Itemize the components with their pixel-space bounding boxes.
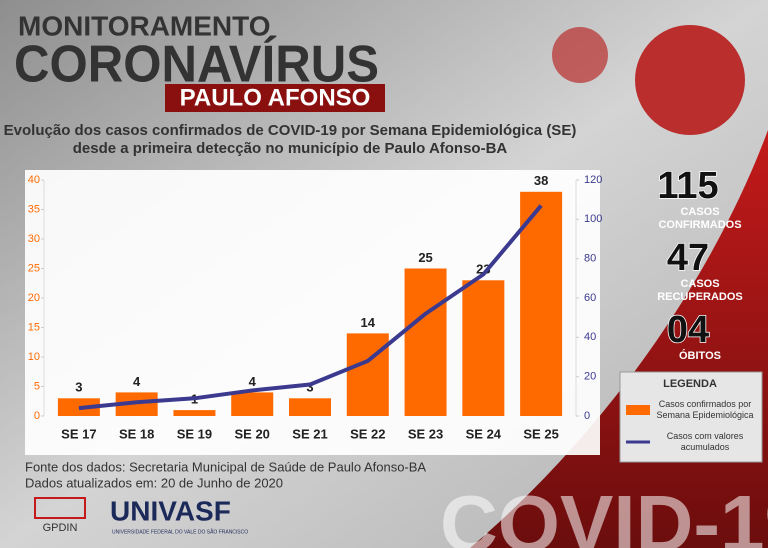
y2-tick-label: 80: [584, 253, 596, 265]
x-tick-label: SE 17: [61, 426, 96, 441]
legend-label: Casos confirmados por Semana Epidemiológ…: [656, 399, 754, 420]
bar: [462, 280, 505, 416]
y-tick-label: 40: [28, 174, 40, 186]
y-tick-label: 30: [28, 233, 40, 245]
stat-value: 04: [667, 309, 709, 351]
y-tick-label: 35: [28, 203, 40, 215]
x-tick-label: SE 24: [466, 426, 502, 441]
y-tick-label: 25: [28, 262, 40, 274]
value-label: 38: [534, 173, 548, 188]
source: Fonte dos dados: Secretaria Municipal de…: [25, 459, 426, 474]
bar: [289, 398, 331, 416]
stat-value: 47: [667, 237, 709, 279]
x-tick-label: SE 21: [292, 426, 327, 441]
bar: [346, 333, 389, 416]
legend-title: LEGENDA: [663, 378, 717, 390]
x-tick-label: SE 25: [523, 426, 558, 441]
y2-tick-label: 0: [584, 410, 590, 422]
value-label: 3: [306, 380, 313, 395]
y2-tick-label: 100: [584, 213, 602, 225]
legend-box: [619, 371, 763, 463]
logo-univasf: UNIVASF: [110, 495, 231, 526]
value-label: 25: [418, 250, 432, 265]
stat-label: RECUPERADOS: [657, 291, 743, 303]
virus-decoration: [552, 25, 745, 135]
logo-gpdin: GPDIN: [43, 522, 78, 534]
value-label: 3: [75, 380, 82, 395]
legend-label: Casos com valores acumulados: [666, 431, 744, 452]
covid-banner: COVID-19: [440, 479, 768, 548]
city: PAULO AFONSO: [180, 84, 371, 111]
stat-label: CONFIRMADOS: [658, 219, 741, 231]
x-tick-label: SE 19: [177, 426, 212, 441]
y-tick-label: 20: [28, 292, 40, 304]
y2-tick-label: 60: [584, 292, 596, 304]
kicker: MONITORAMENTO: [18, 10, 271, 41]
y2-tick-label: 120: [584, 174, 602, 186]
value-label: 4: [249, 374, 257, 389]
y2-tick-label: 20: [584, 371, 596, 383]
y2-tick-label: 40: [584, 331, 596, 343]
legend-swatch: [626, 405, 650, 415]
stat-label: ÓBITOS: [679, 349, 721, 362]
y-tick-label: 0: [34, 410, 40, 422]
gpdin-icon: [34, 497, 86, 519]
stat-value: 115: [657, 165, 718, 207]
x-tick-label: SE 18: [119, 426, 154, 441]
bar: [173, 410, 216, 416]
bar: [404, 268, 447, 416]
bar: [231, 392, 274, 416]
chart-subtitle: desde a primeira detecção no município d…: [73, 140, 508, 157]
x-tick-label: SE 20: [235, 426, 270, 441]
bar: [520, 191, 563, 416]
city-banner: [165, 84, 385, 112]
chart-title: Evolução dos casos confirmados de COVID-…: [4, 122, 577, 139]
stat-label: CASOS: [680, 278, 719, 290]
value-label: 4: [133, 374, 141, 389]
y-tick-label: 10: [28, 351, 40, 363]
logo-univasf-sub: UNIVERSIDADE FEDERAL DO VALE DO SÃO FRAN…: [112, 528, 248, 535]
value-label: 14: [361, 315, 376, 330]
x-tick-label: SE 22: [350, 426, 385, 441]
cumulative-line: [78, 204, 543, 411]
updated: Dados atualizados em: 20 de Junho de 202…: [25, 475, 283, 490]
x-tick-label: SE 23: [408, 426, 443, 441]
y-tick-label: 5: [34, 380, 40, 392]
y-tick-label: 15: [28, 321, 40, 333]
stat-label: CASOS: [680, 206, 719, 218]
